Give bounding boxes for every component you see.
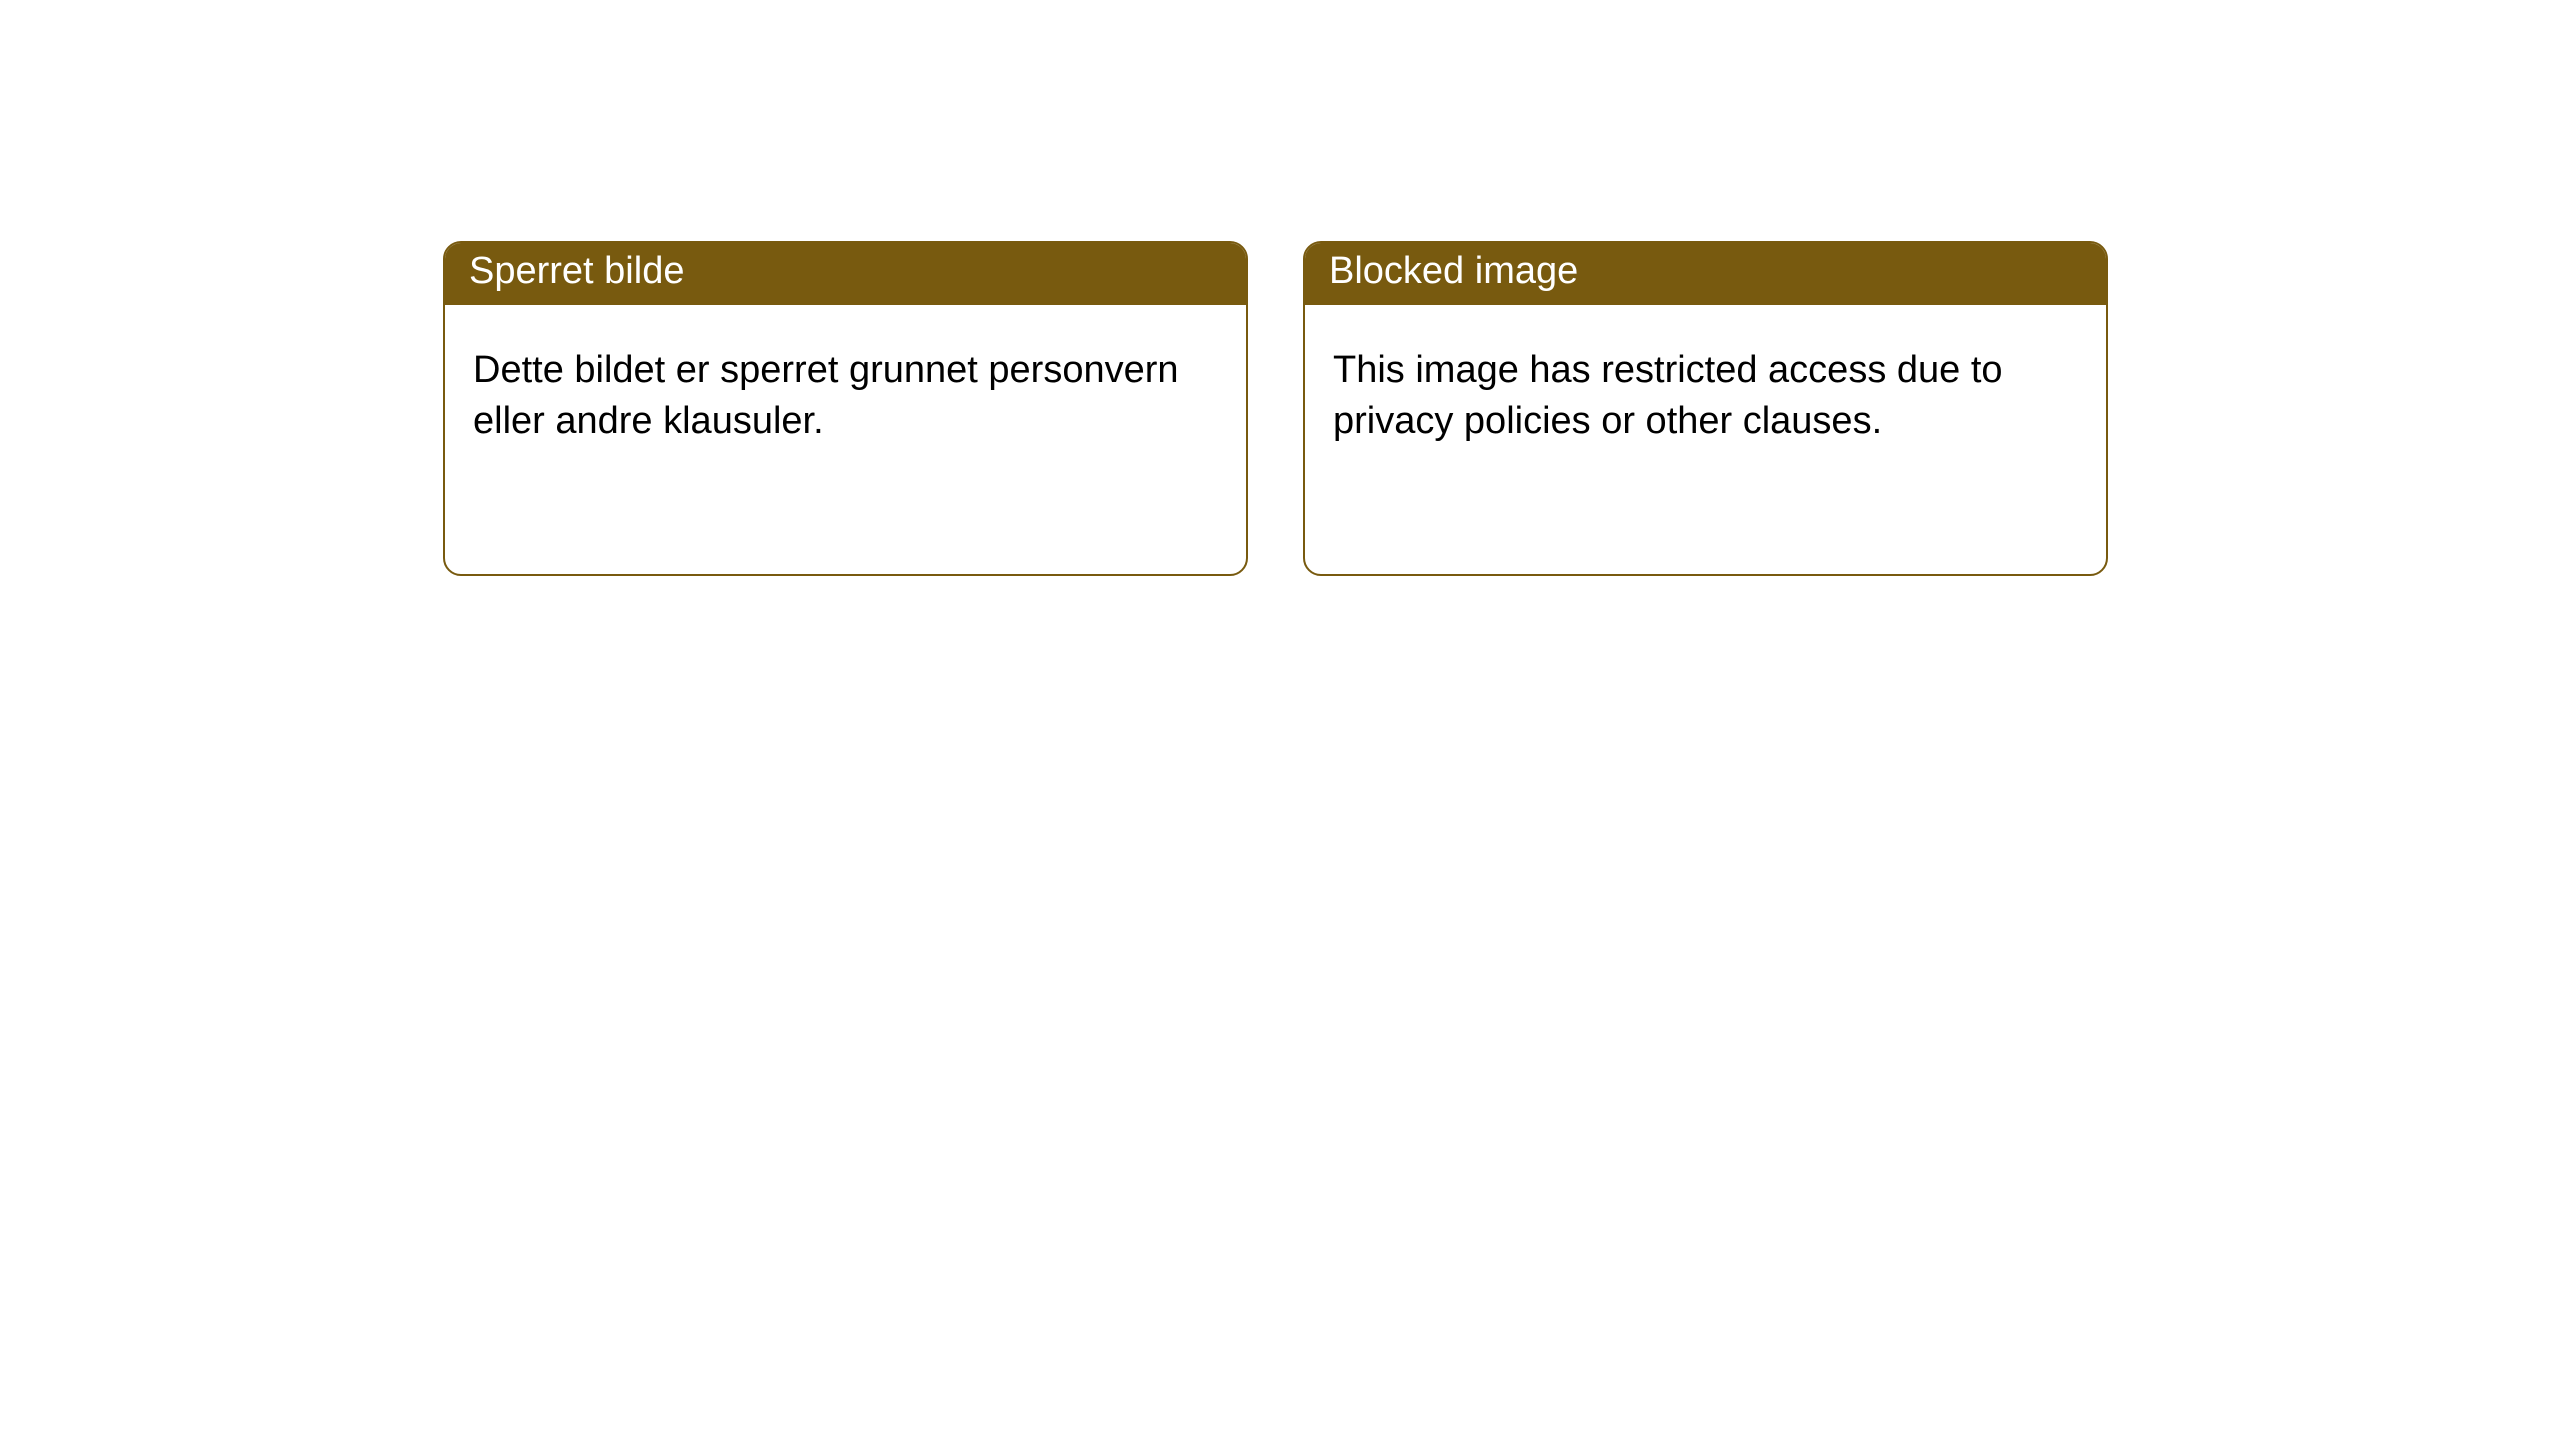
notice-title-no: Sperret bilde bbox=[445, 243, 1246, 305]
notice-title-en: Blocked image bbox=[1305, 243, 2106, 305]
notice-message-no: Dette bildet er sperret grunnet personve… bbox=[445, 305, 1246, 488]
notice-card-en: Blocked image This image has restricted … bbox=[1303, 241, 2108, 576]
notice-message-en: This image has restricted access due to … bbox=[1305, 305, 2106, 488]
notice-container: Sperret bilde Dette bildet er sperret gr… bbox=[0, 0, 2560, 576]
notice-card-no: Sperret bilde Dette bildet er sperret gr… bbox=[443, 241, 1248, 576]
